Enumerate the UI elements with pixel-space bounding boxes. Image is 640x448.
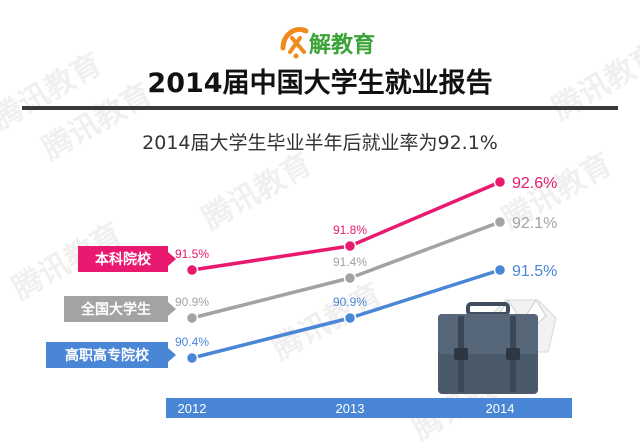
x-tick-label: 2013 bbox=[336, 401, 365, 416]
watermark-text: 腾讯教育 bbox=[197, 147, 318, 237]
logo-icon bbox=[280, 27, 309, 59]
data-point-national bbox=[493, 215, 507, 229]
legend-label-national: 全国大学生 bbox=[80, 301, 151, 318]
data-label-national: 90.9% bbox=[175, 295, 209, 309]
watermark-text: 腾讯教育 bbox=[267, 277, 388, 367]
data-point-national bbox=[343, 271, 357, 285]
page-title: 2014届中国大学生就业报告 bbox=[147, 67, 492, 99]
chart-subtitle: 2014届大学生毕业半年后就业率为92.1% bbox=[142, 132, 498, 154]
data-label-vocational: 90.4% bbox=[175, 335, 209, 349]
data-label-national: 91.4% bbox=[333, 255, 367, 269]
data-label-vocational: 91.5% bbox=[512, 263, 557, 280]
x-axis: 2012 2013 2014 bbox=[178, 401, 515, 416]
data-point-undergrad bbox=[185, 263, 199, 277]
data-point-undergrad bbox=[493, 175, 507, 189]
legend-tag-undergrad: 本科院校 bbox=[78, 246, 176, 272]
brand-logo: 解教育 bbox=[280, 27, 375, 59]
legend-tag-national: 全国大学生 bbox=[64, 296, 176, 322]
data-point-national bbox=[185, 311, 199, 325]
data-point-vocational bbox=[493, 263, 507, 277]
legend-label-vocational: 高职高专院校 bbox=[65, 347, 150, 364]
data-point-vocational bbox=[185, 351, 199, 365]
series-layer: 91.5% 91.8% 92.6% 90.9% 91.4% 92.1% 90.4% 90.9%… bbox=[175, 175, 557, 365]
data-label-national: 92.1% bbox=[512, 215, 557, 232]
x-axis-band bbox=[166, 398, 572, 418]
data-label-undergrad: 92.6% bbox=[512, 175, 557, 192]
x-tick-label: 2014 bbox=[486, 401, 515, 416]
legend-tag-vocational: 高职高专院校 bbox=[46, 342, 176, 368]
data-label-undergrad: 91.8% bbox=[333, 223, 367, 237]
logo-text: 解教育 bbox=[309, 32, 375, 58]
data-label-undergrad: 91.5% bbox=[175, 247, 209, 261]
briefcase-illustration bbox=[438, 299, 557, 394]
briefcase-icon bbox=[438, 302, 538, 394]
data-label-vocational: 90.9% bbox=[333, 295, 367, 309]
x-tick-label: 2012 bbox=[178, 401, 207, 416]
title-underline bbox=[22, 106, 618, 110]
data-point-vocational bbox=[343, 311, 357, 325]
watermark-text: 腾讯教育 bbox=[547, 37, 640, 127]
legend-label-undergrad: 本科院校 bbox=[95, 251, 152, 268]
data-point-undergrad bbox=[343, 239, 357, 253]
